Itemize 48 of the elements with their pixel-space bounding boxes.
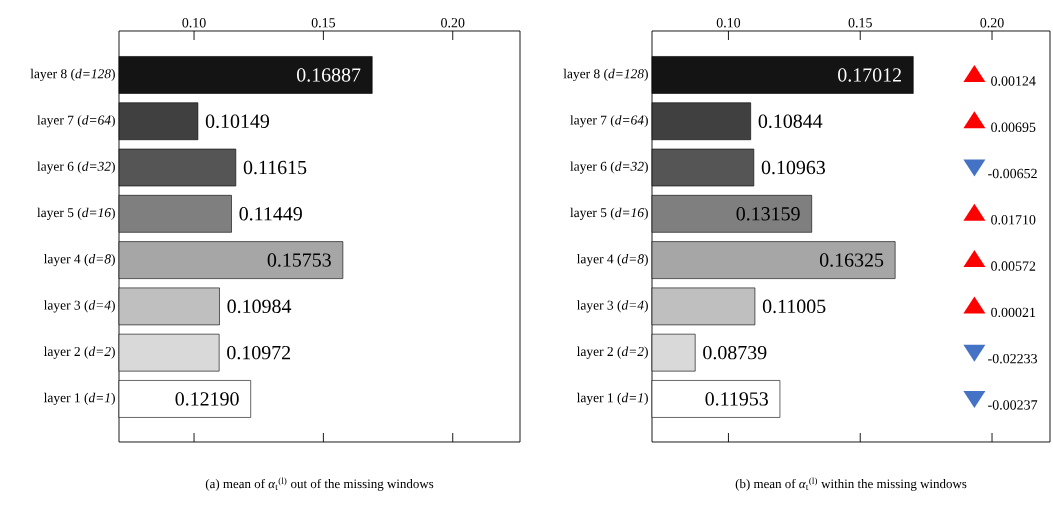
data-label: 0.08739 — [703, 345, 767, 360]
data-label: 0.10149 — [205, 114, 270, 129]
data-label: 0.10963 — [761, 160, 826, 175]
y-tick-label: layer 7 (d=64) — [570, 115, 648, 128]
x-tick-label: 0.15 — [311, 18, 336, 28]
x-tick-label: 0.10 — [182, 18, 206, 28]
annotation: 0.00695 — [991, 122, 1036, 132]
data-label: 0.11005 — [762, 299, 826, 314]
y-tick-label: layer 5 (d=16) — [570, 207, 648, 220]
data-label: 0.10972 — [227, 345, 291, 360]
data-label: 0.11953 — [705, 392, 768, 406]
data-label: 0.11449 — [239, 207, 302, 221]
data-label: 0.16887 — [297, 68, 361, 82]
data-label: 0.15753 — [267, 253, 331, 267]
x-tick-label: 0.20 — [980, 18, 1004, 28]
text: (b) mean of α$_{t}$$^{(l)}$ within the missing windows — [735, 477, 967, 491]
y-tick-label: layer 2 (d=2) — [43, 346, 115, 359]
y-tick-label: layer 8 (d=128) — [30, 68, 115, 82]
data-label: 0.13159 — [736, 207, 800, 221]
annotation: 0.00572 — [991, 261, 1036, 271]
x-tick-label: 0.10 — [716, 18, 741, 28]
annotation: -0.02233 — [988, 353, 1038, 364]
data-label: 0.17012 — [838, 68, 901, 82]
annotation: 0.00124 — [991, 76, 1036, 86]
annotation: -0.00237 — [988, 400, 1038, 410]
y-tick-label: layer 2 (d=2) — [576, 346, 648, 359]
annotation: -0.00652 — [988, 168, 1037, 179]
y-tick-label: layer 8 (d=128) — [563, 68, 648, 82]
x-tick-label: 0.15 — [848, 18, 872, 28]
y-tick-label: layer 1 (d=1) — [576, 392, 648, 406]
data-label: 0.16325 — [819, 253, 884, 267]
data-label: 0.10984 — [227, 299, 292, 314]
text: (a) mean of α$_{t}$$^{(l)}$ out of the missing windows — [205, 477, 434, 491]
y-tick-label: layer 4 (d=8) — [576, 253, 648, 267]
y-tick-label: layer 3 (d=4) — [43, 300, 115, 313]
y-tick-label: layer 5 (d=16) — [37, 207, 115, 220]
x-tick-label: 0.20 — [441, 18, 465, 28]
y-tick-label: layer 7 (d=64) — [37, 115, 115, 128]
y-tick-label: layer 6 (d=32) — [570, 161, 648, 174]
data-label: 0.10844 — [758, 114, 823, 129]
y-tick-label: layer 6 (d=32) — [37, 161, 115, 174]
y-tick-label: layer 1 (d=1) — [43, 392, 115, 406]
data-label: 0.12190 — [175, 392, 239, 406]
y-tick-label: layer 3 (d=4) — [576, 300, 648, 313]
annotation: 0.01710 — [991, 215, 1036, 225]
y-tick-label: layer 4 (d=8) — [43, 253, 115, 267]
data-label: 0.11615 — [243, 160, 307, 175]
annotation: 0.00021 — [991, 307, 1036, 318]
